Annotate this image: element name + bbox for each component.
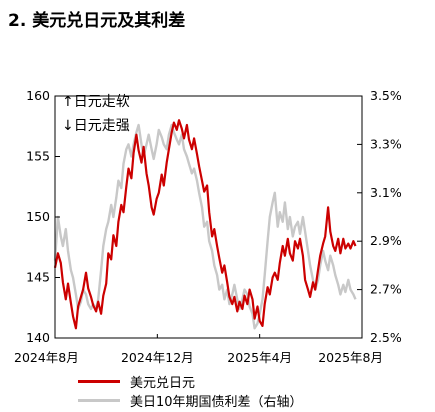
legend: 美元兑日元 美日10年期国债利差（右轴） (78, 372, 303, 410)
y-right-tick-label: 2.9% (370, 233, 402, 248)
legend-item-spread: 美日10年期国债利差（右轴） (78, 391, 303, 410)
page-title: 2. 美元兑日元及其利差 (8, 11, 186, 31)
y-left-tick-label: 150 (26, 209, 50, 224)
legend-swatch-spread (78, 399, 120, 402)
x-tick-label: 2024年8月 (14, 350, 79, 365)
axis-layer: 160 155 150 145 140 3.5% 3.3% 3.1% 2.9% 2.7% 2.5% 2… (14, 88, 402, 365)
y-left-tick-label: 145 (26, 270, 50, 285)
y-right-tick-label: 3.5% (370, 88, 402, 103)
x-tick-label: 2025年4月 (227, 350, 292, 365)
series-line-spread (53, 123, 357, 330)
annotation-yen-stronger: ↓日元走强 (62, 118, 130, 134)
y-right-tick-label: 2.7% (370, 282, 402, 297)
series-layer (53, 119, 357, 330)
y-right-tick-label: 2.5% (370, 330, 402, 345)
legend-label-spread: 美日10年期国债利差（右轴） (130, 395, 303, 410)
legend-swatch-usdjpy (78, 380, 120, 383)
legend-label-usdjpy: 美元兑日元 (130, 376, 196, 391)
legend-item-usdjpy: 美元兑日元 (78, 372, 303, 391)
y-right-tick-label: 3.3% (370, 136, 402, 151)
y-left-tick-label: 140 (26, 330, 50, 345)
x-tick-label: 2025年8月 (318, 350, 383, 365)
y-left-tick-label: 155 (26, 149, 50, 164)
annotation-yen-weaker: ↑日元走软 (62, 94, 130, 110)
y-right-tick-label: 3.1% (370, 185, 402, 200)
series-line-usdjpy (53, 119, 357, 330)
x-tick-label: 2024年12月 (121, 350, 194, 365)
y-left-tick-label: 160 (26, 88, 50, 103)
